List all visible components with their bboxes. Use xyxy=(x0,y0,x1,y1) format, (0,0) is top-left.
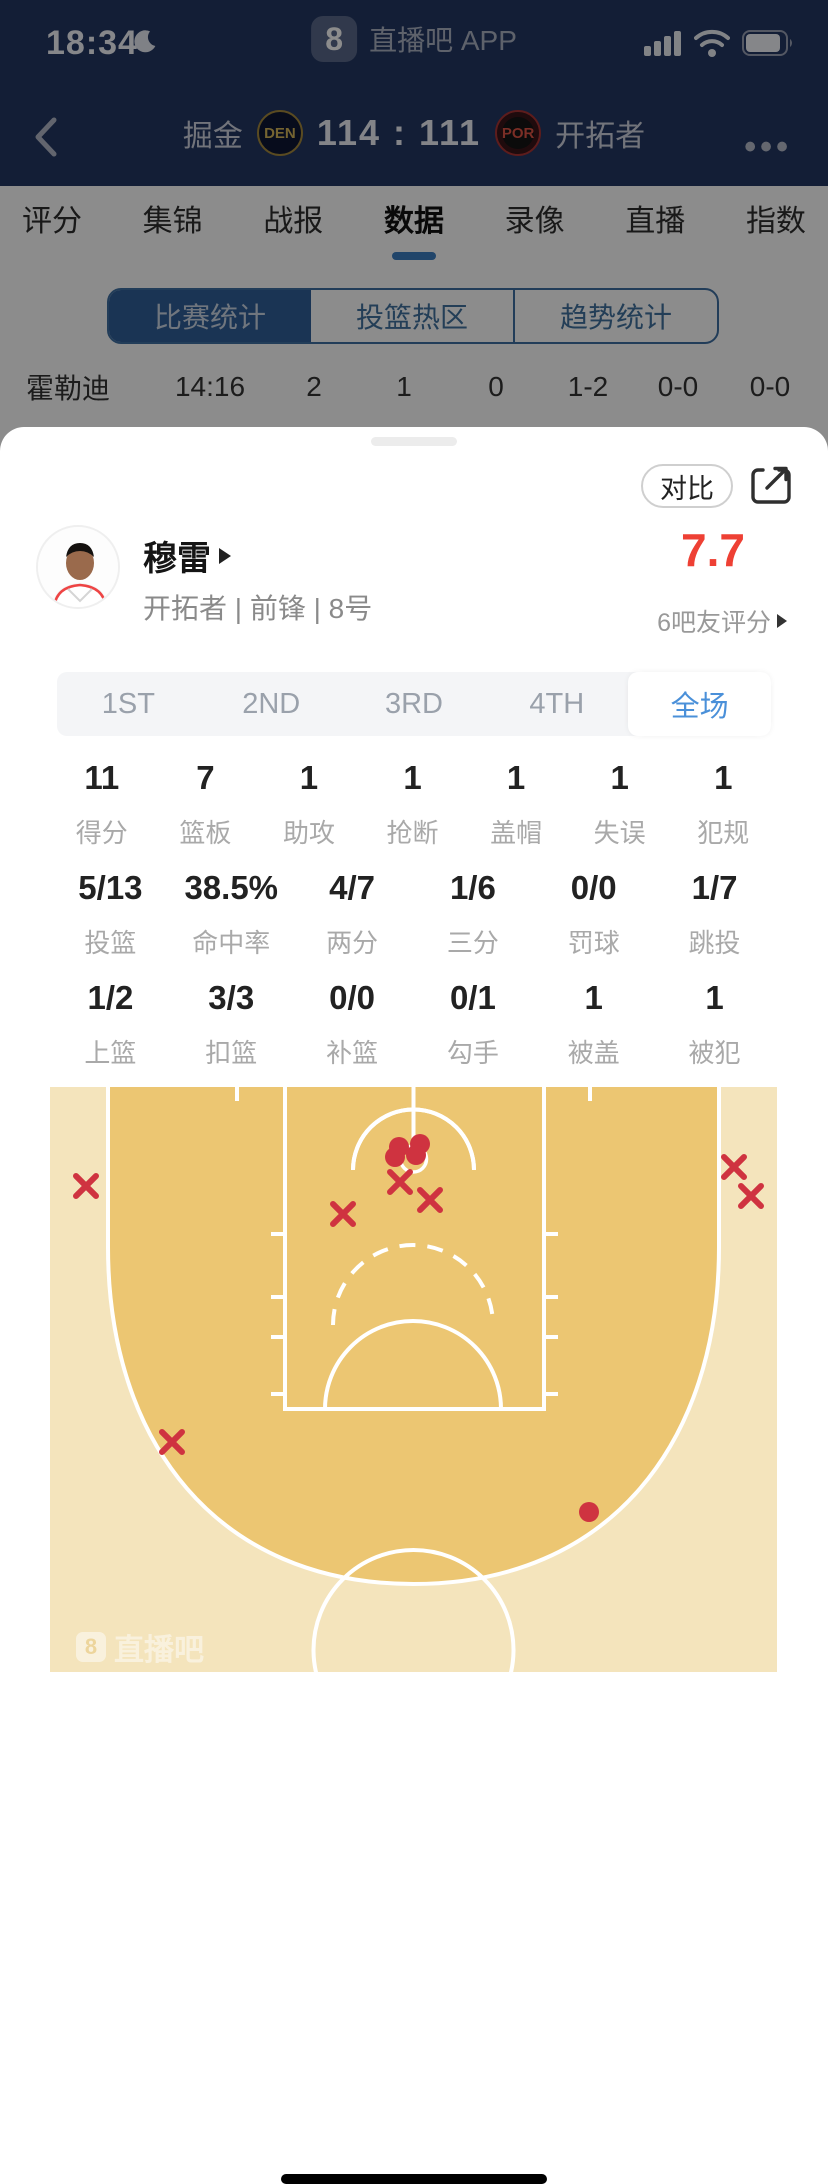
player-rating: 7.7 xyxy=(681,524,745,576)
stat-row-shooting: 5/13 投篮 38.5% 命中率 4/7 两分 1/6 三分 0/0 罚球 1/7 跳投 xyxy=(50,869,775,960)
watermark-text: 直播吧 xyxy=(114,1634,204,1667)
app-banner: 8 直播吧 APP xyxy=(311,16,517,62)
row-stat-cell: 1 xyxy=(396,371,412,402)
status-bar: 18:34 8 直播吧 APP xyxy=(0,0,828,88)
made-shot-marker xyxy=(406,1145,426,1165)
stat-cell: 1 犯规 xyxy=(697,759,750,848)
made-shot-marker xyxy=(579,1502,599,1522)
clock: 18:34 xyxy=(46,24,138,62)
back-button[interactable] xyxy=(26,114,66,160)
tab-highlights[interactable]: 集锦 xyxy=(142,205,203,238)
stat-cell: 1 助攻 xyxy=(282,759,335,848)
stat-cell: 5/13 投篮 xyxy=(78,869,143,958)
stat-row-shot-types: 1/2 上篮 3/3 扣篮 0/0 补篮 0/1 勾手 1 被盖 1 被犯 xyxy=(50,979,775,1070)
stat-cell: 0/0 罚球 xyxy=(567,869,620,958)
period-tabs: 1ST 2ND 3RD 4TH 全场 xyxy=(57,672,771,736)
match-header: 掘金 DEN 114 : 111 POR 开拓者 ••• xyxy=(0,88,828,186)
app-name: 直播吧 APP xyxy=(369,25,517,56)
player-name[interactable]: 穆雷 xyxy=(143,531,231,580)
tab-rating[interactable]: 评分 xyxy=(22,205,82,238)
stat-cell: 0/1 勾手 xyxy=(446,979,499,1068)
player-detail-sheet: 对比 穆雷 开拓者 | 前锋 | 8号 7.7 6吧友评分 xyxy=(0,427,828,2184)
period-tab-full[interactable]: 全场 xyxy=(628,672,771,736)
wifi-icon xyxy=(694,29,730,57)
row-stat-cell: 2 xyxy=(306,371,322,402)
stat-cell: 7 篮板 xyxy=(179,759,232,848)
nuggets-logo-icon: DEN xyxy=(256,110,303,156)
watermark: 8 直播吧 xyxy=(76,1625,204,1669)
row-stat-cell: 0 xyxy=(488,371,504,402)
more-menu-button[interactable]: ••• xyxy=(744,128,792,166)
segment-shot-zones[interactable]: 投篮热区 xyxy=(311,290,515,342)
stat-cell: 1 失误 xyxy=(593,759,646,848)
missed-shot-marker xyxy=(387,1169,413,1195)
player-avatar[interactable] xyxy=(36,525,120,609)
active-tab-underline xyxy=(392,252,436,260)
stat-row-basic: 11 得分 7 篮板 1 助攻 1 抢断 1 盖帽 1 失误 1 犯规 xyxy=(50,759,775,850)
missed-shot-marker xyxy=(159,1429,185,1455)
period-tab-3rd[interactable]: 3RD xyxy=(384,687,443,720)
arrow-icon xyxy=(777,614,787,628)
tab-report[interactable]: 战报 xyxy=(263,205,324,238)
blazers-logo-icon: POR xyxy=(495,110,542,156)
tab-index[interactable]: 指数 xyxy=(745,205,806,238)
stat-cell: 1 被犯 xyxy=(688,979,741,1068)
missed-shot-marker xyxy=(417,1187,443,1213)
missed-shot-marker xyxy=(73,1173,99,1199)
stats-segment-control: 比赛统计 投篮热区 趋势统计 xyxy=(107,288,719,344)
stat-cell: 1/7 跳投 xyxy=(688,869,741,958)
score-line: 掘金 DEN 114 : 111 POR 开拓者 xyxy=(0,110,828,156)
section-tabs: 评分 集锦 战报 数据 录像 直播 指数 xyxy=(0,186,828,250)
expand-arrow-icon xyxy=(219,547,231,564)
player-stats-table-row[interactable]: 霍勒迪 14:16 2 1 0 1-2 0-0 0-0 xyxy=(0,366,828,408)
row-player-name: 霍勒迪 xyxy=(26,373,111,404)
share-icon[interactable] xyxy=(747,460,795,508)
stat-cell: 11 得分 xyxy=(75,759,128,848)
focus-moon-icon xyxy=(134,30,156,53)
score-value: 114 : 111 xyxy=(316,112,482,153)
battery-icon xyxy=(742,30,792,56)
away-team-name: 开拓者 xyxy=(555,120,646,153)
period-tab-4th[interactable]: 4TH xyxy=(529,687,585,720)
period-tab-2nd[interactable]: 2ND xyxy=(242,687,301,720)
stat-cell: 1 被盖 xyxy=(567,979,620,1068)
fan-rating-link[interactable]: 6吧友评分 xyxy=(657,603,787,639)
stat-cell: 1 抢断 xyxy=(386,759,439,848)
segment-match-stats[interactable]: 比赛统计 xyxy=(109,290,311,342)
drag-handle[interactable] xyxy=(371,437,457,446)
home-team-name: 掘金 xyxy=(182,120,243,153)
stat-cell: 38.5% 命中率 xyxy=(184,869,279,958)
compare-button[interactable]: 对比 xyxy=(641,464,733,508)
row-stat-cell: 0-0 xyxy=(657,371,699,402)
zhibo8-logo-icon: 8 xyxy=(311,16,358,62)
tab-data[interactable]: 数据 xyxy=(383,205,444,238)
stat-cell: 0/0 补篮 xyxy=(326,979,379,1068)
segment-trend-stats[interactable]: 趋势统计 xyxy=(559,302,672,333)
row-stat-cell: 0-0 xyxy=(749,371,791,402)
missed-shot-marker xyxy=(721,1154,747,1180)
tab-video[interactable]: 录像 xyxy=(504,205,565,238)
period-tab-1st[interactable]: 1ST xyxy=(101,687,155,720)
missed-shot-marker xyxy=(330,1201,356,1227)
shot-chart-court xyxy=(50,1087,777,1672)
stat-cell: 1/2 上篮 xyxy=(84,979,137,1068)
watermark-logo-icon: 8 xyxy=(76,1632,106,1662)
row-stat-cell: 1-2 xyxy=(567,371,609,402)
signal-icon xyxy=(644,31,681,56)
row-minutes: 14:16 xyxy=(174,371,246,402)
made-shot-marker xyxy=(385,1147,405,1167)
stat-cell: 4/7 两分 xyxy=(326,869,379,958)
player-info: 开拓者 | 前锋 | 8号 xyxy=(143,593,373,624)
stat-cell: 1/6 三分 xyxy=(446,869,499,958)
home-indicator[interactable] xyxy=(281,2174,547,2184)
stat-cell: 1 盖帽 xyxy=(490,759,543,848)
status-icons xyxy=(644,28,794,58)
tab-live[interactable]: 直播 xyxy=(625,205,686,238)
missed-shot-marker xyxy=(738,1183,764,1209)
stat-cell: 3/3 扣篮 xyxy=(205,979,258,1068)
